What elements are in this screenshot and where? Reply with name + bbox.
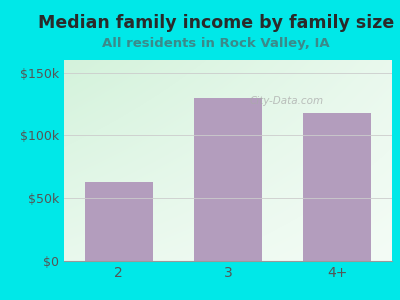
- Bar: [304, 113, 371, 261]
- Bar: [194, 98, 262, 261]
- Text: City-Data.com: City-Data.com: [250, 96, 324, 106]
- Bar: [85, 182, 152, 261]
- Text: Median family income by family size: Median family income by family size: [38, 14, 394, 32]
- Text: All residents in Rock Valley, IA: All residents in Rock Valley, IA: [102, 38, 330, 50]
